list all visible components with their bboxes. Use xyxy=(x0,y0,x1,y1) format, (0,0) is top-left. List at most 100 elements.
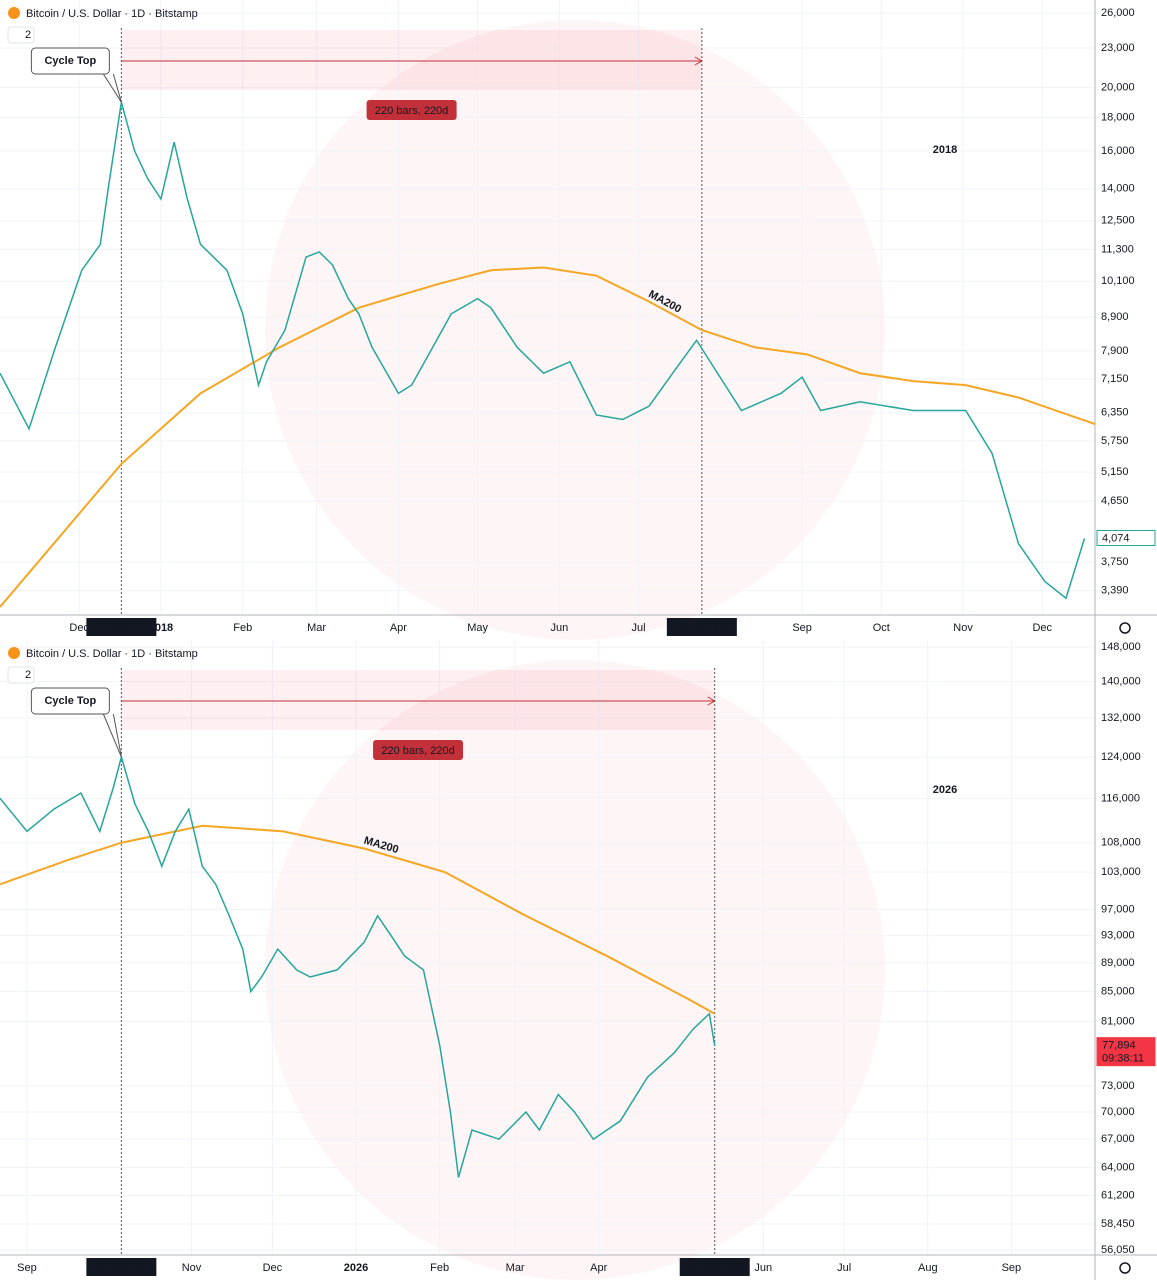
y-tick-label: 20,000 xyxy=(1101,82,1135,94)
y-tick-label: 6,350 xyxy=(1101,407,1129,419)
x-tick-label: Jul xyxy=(837,1262,851,1274)
y-tick-label: 116,000 xyxy=(1101,792,1140,804)
y-tick-label: 93,000 xyxy=(1101,929,1135,941)
settings-icon xyxy=(1119,622,1131,634)
y-tick-label: 11,300 xyxy=(1101,243,1134,255)
y-tick-label: 61,200 xyxy=(1101,1189,1135,1201)
indicator-box xyxy=(7,26,35,44)
y-tick-label: 14,000 xyxy=(1101,183,1135,195)
x-tick-label: Dec xyxy=(1032,622,1052,634)
indicator-count: 2 xyxy=(25,29,31,41)
x-tick-label: Jun xyxy=(550,622,568,634)
marker-label: 06 Oct '25 xyxy=(96,1262,146,1274)
y-tick-label: 56,050 xyxy=(1101,1244,1135,1256)
ma-line xyxy=(0,824,716,1015)
y-tick-label: 73,000 xyxy=(1101,1080,1135,1092)
callout-pointer xyxy=(102,73,122,103)
x-tick-label: Feb xyxy=(430,1262,449,1274)
big-label: 2026 xyxy=(933,784,957,796)
x-tick-label: May xyxy=(467,622,488,634)
symbol-icon xyxy=(8,647,20,659)
chart-title: Bitcoin / U.S. Dollar · 1D · Bitstamp xyxy=(26,648,198,660)
y-tick-label: 3,390 xyxy=(1101,584,1129,596)
x-tick-label: Dec xyxy=(69,622,89,634)
y-tick-label: 64,000 xyxy=(1101,1162,1135,1174)
callout-box xyxy=(30,687,110,715)
last-price-box xyxy=(1096,1037,1156,1067)
last-price-box xyxy=(1096,529,1156,546)
last-price-label: 4,074 xyxy=(1102,532,1130,544)
symbol-icon xyxy=(8,7,20,19)
indicator-box xyxy=(7,666,35,684)
callout-pointer xyxy=(102,713,122,758)
x-tick-label: Sep xyxy=(1002,1262,1022,1274)
y-tick-label: 89,000 xyxy=(1101,957,1135,969)
x-tick-label: Feb xyxy=(233,622,252,634)
y-tick-label: 132,000 xyxy=(1101,712,1141,724)
x-tick-label: Aug xyxy=(918,1262,938,1274)
chart-title: Bitcoin / U.S. Dollar · 1D · Bitstamp xyxy=(26,8,198,20)
measure-label: 220 bars, 220d xyxy=(381,745,454,757)
y-tick-label: 7,900 xyxy=(1101,345,1129,357)
y-tick-label: 124,000 xyxy=(1101,751,1141,763)
x-tick-label: Sep xyxy=(792,622,812,634)
y-tick-label: 10,100 xyxy=(1101,275,1135,287)
y-tick-label: 23,000 xyxy=(1101,42,1135,54)
x-tick-label: Nov xyxy=(182,1262,202,1274)
y-tick-label: 5,150 xyxy=(1101,466,1129,478)
measure-box xyxy=(121,670,715,730)
y-tick-label: 81,000 xyxy=(1101,1015,1135,1027)
callout-label: Cycle Top xyxy=(44,695,96,707)
price-line xyxy=(0,754,716,1178)
last-price-label: 77,894 xyxy=(1102,1040,1136,1052)
watermark xyxy=(265,660,885,1280)
x-tick-label: Mar xyxy=(506,1262,525,1274)
y-tick-label: 4,650 xyxy=(1101,495,1129,507)
x-tick-label: 2026 xyxy=(344,1262,368,1274)
marker-label: 14 May '26 xyxy=(688,1262,741,1274)
x-tick-label: Sep xyxy=(17,1262,37,1274)
watermark xyxy=(265,20,885,640)
marker-label: 17 Dec '17 xyxy=(95,622,147,634)
big-label: 2018 xyxy=(933,144,957,156)
y-tick-label: 70,000 xyxy=(1101,1106,1135,1118)
x-tick-label: Jun xyxy=(754,1262,772,1274)
marker-label: 25 Jul '18 xyxy=(678,622,725,634)
y-tick-label: 140,000 xyxy=(1101,676,1141,688)
y-tick-label: 5,750 xyxy=(1101,435,1129,447)
y-tick-label: 18,000 xyxy=(1101,111,1135,123)
y-tick-label: 3,750 xyxy=(1101,556,1129,568)
y-tick-label: 16,000 xyxy=(1101,145,1135,157)
ma-line xyxy=(0,266,1096,608)
marker-label-box xyxy=(679,1258,750,1276)
countdown-label: 09:38:11 xyxy=(1102,1053,1144,1065)
callout-label: Cycle Top xyxy=(44,55,96,67)
x-tick-label: Apr xyxy=(590,1262,607,1274)
x-tick-label: Apr xyxy=(390,622,407,634)
measure-label: 220 bars, 220d xyxy=(375,105,448,117)
settings-icon xyxy=(1119,1262,1131,1274)
y-tick-label: 97,000 xyxy=(1101,903,1135,915)
y-tick-label: 7,150 xyxy=(1101,373,1129,385)
callout-box xyxy=(30,47,110,75)
x-tick-label: Mar xyxy=(307,622,326,634)
y-tick-label: 67,000 xyxy=(1101,1133,1135,1145)
indicator-count: 2 xyxy=(25,669,31,681)
y-tick-label: 148,000 xyxy=(1101,641,1141,653)
x-tick-label: Jul xyxy=(631,622,645,634)
y-tick-label: 85,000 xyxy=(1101,985,1135,997)
y-tick-label: 103,000 xyxy=(1101,866,1141,878)
x-tick-label: Nov xyxy=(953,622,973,634)
y-tick-label: 12,500 xyxy=(1101,215,1135,227)
x-tick-label: Dec xyxy=(263,1262,283,1274)
y-tick-label: 108,000 xyxy=(1101,837,1141,849)
measure-box xyxy=(121,30,702,90)
y-tick-label: 26,000 xyxy=(1101,7,1135,19)
marker-label-box xyxy=(666,618,737,636)
measure-label-box xyxy=(366,100,457,120)
price-line xyxy=(0,101,1086,600)
x-tick-label: Oct xyxy=(873,622,890,634)
